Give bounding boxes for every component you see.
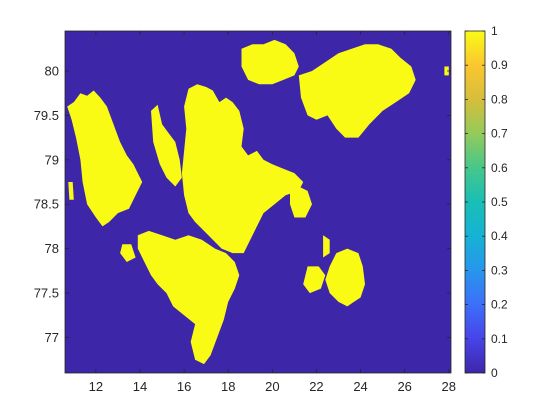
y-tick-label: 79.5 (34, 108, 59, 123)
colorbar-tick-label: 0.5 (491, 195, 508, 209)
colorbar-tick-label: 0.3 (491, 263, 508, 277)
colorbar-tick-label: 0.2 (491, 298, 508, 312)
y-tick-label: 80 (45, 63, 59, 78)
land-region-11 (120, 244, 136, 262)
x-tick-label: 28 (442, 379, 456, 394)
y-tick-label: 78 (45, 241, 59, 256)
colorbar-tick-label: 1 (491, 24, 498, 38)
land-region-10 (303, 266, 326, 294)
x-tick-label: 22 (309, 379, 323, 394)
y-tick-label: 79 (45, 152, 59, 167)
y-tick-label: 77 (45, 330, 59, 345)
map-plot-area: 12 14 16 18 20 22 24 26 28 77 77.5 78 78.5 79 79.5 80 (34, 30, 456, 394)
land-region-4 (137, 230, 240, 365)
land-region-7 (290, 186, 312, 218)
y-tick-label: 78.5 (34, 197, 59, 212)
y-tick-label: 77.5 (34, 286, 59, 301)
land-region-8 (323, 235, 330, 258)
x-axis: 12 14 16 18 20 22 24 26 28 (89, 31, 456, 394)
land-region-5 (241, 39, 299, 85)
land-region-13 (444, 66, 449, 76)
colorbar: 0 0.1 0.2 0.3 0.4 0.5 0.6 0.7 0.8 0.9 1 (464, 24, 508, 380)
x-tick-label: 12 (89, 379, 103, 394)
x-tick-label: 24 (353, 379, 367, 394)
x-tick-label: 14 (133, 379, 147, 394)
land-region-3 (181, 84, 304, 254)
colorbar-tick-label: 0.8 (491, 92, 508, 106)
land-region-2 (151, 104, 182, 187)
land-region-6 (298, 44, 416, 138)
x-tick-label: 18 (221, 379, 235, 394)
land-layer (67, 39, 449, 365)
colorbar-tick-label: 0 (491, 366, 498, 380)
colorbar-tick-label: 0.4 (491, 229, 508, 243)
x-tick-label: 16 (177, 379, 191, 394)
colorbar-tick-label: 0.9 (491, 58, 508, 72)
land-region-1 (67, 90, 143, 227)
colorbar-tick-label: 0.6 (491, 161, 508, 175)
x-tick-label: 20 (265, 379, 279, 394)
colorbar-tick-label: 0.7 (491, 127, 508, 141)
land-region-12 (68, 182, 74, 200)
land-region-9 (325, 248, 365, 307)
colorbar-tick-label: 0.1 (491, 332, 508, 346)
plot-frame (64, 30, 452, 374)
y-axis: 77 77.5 78 78.5 79 79.5 80 (34, 63, 451, 345)
colorbar-ticks: 0 0.1 0.2 0.3 0.4 0.5 0.6 0.7 0.8 0.9 1 (465, 24, 508, 380)
x-tick-label: 26 (397, 379, 411, 394)
